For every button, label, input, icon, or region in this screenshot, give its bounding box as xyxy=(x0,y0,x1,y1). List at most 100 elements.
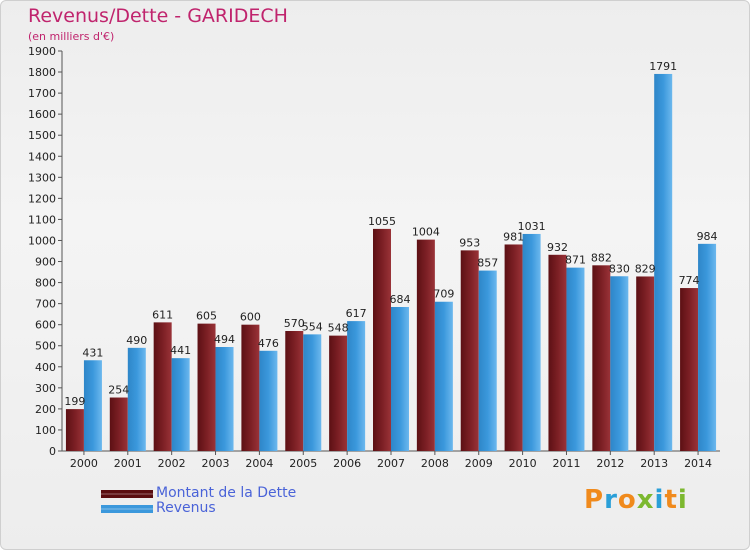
chart-title: Revenus/Dette - GARIDECH xyxy=(28,5,288,27)
y-tick-label: 1300 xyxy=(28,171,56,184)
data-label-debt: 199 xyxy=(64,395,85,408)
bar-debt xyxy=(329,335,348,451)
y-tick-label: 200 xyxy=(35,403,56,416)
y-tick-label: 300 xyxy=(35,382,56,395)
logo-letter: x xyxy=(636,485,655,515)
y-tick-label: 400 xyxy=(35,361,56,374)
x-tick-label: 2010 xyxy=(509,457,537,470)
data-label-revenue: 984 xyxy=(697,230,718,243)
data-label-revenue: 1031 xyxy=(518,220,546,233)
bar-debt xyxy=(373,228,391,451)
logo-letter: i xyxy=(677,485,688,515)
bar-revenue xyxy=(215,347,234,451)
logo-letter: P xyxy=(584,485,605,515)
legend-label-revenue: Revenus xyxy=(156,500,216,516)
y-tick-label: 1400 xyxy=(28,150,56,163)
y-tick-label: 500 xyxy=(35,340,56,353)
bar-debt xyxy=(460,250,479,451)
x-tick-label: 2005 xyxy=(289,457,317,470)
x-tick-label: 2001 xyxy=(114,457,142,470)
y-tick-label: 1900 xyxy=(28,45,56,58)
bar-debt xyxy=(504,244,523,451)
proxiti-logo: Proxiti xyxy=(584,485,688,515)
bar-revenue xyxy=(654,73,673,452)
data-label-revenue: 684 xyxy=(390,293,411,306)
data-label-revenue: 1791 xyxy=(649,60,677,73)
data-label-debt: 1004 xyxy=(412,226,440,239)
bar-debt xyxy=(636,276,655,451)
legend-swatch-debt xyxy=(101,490,153,498)
x-tick-label: 2012 xyxy=(596,457,624,470)
data-label-debt: 605 xyxy=(196,310,217,323)
data-label-debt: 829 xyxy=(635,262,656,275)
bar-debt xyxy=(416,239,435,451)
bar-debt xyxy=(548,254,567,451)
data-label-revenue: 617 xyxy=(346,307,367,320)
bar-debt xyxy=(680,288,699,451)
bar-revenue xyxy=(522,233,541,451)
chart-subtitle: (en milliers d'€) xyxy=(28,30,115,43)
data-label-revenue: 709 xyxy=(433,288,454,301)
x-tick-label: 2003 xyxy=(202,457,230,470)
bar-debt xyxy=(592,265,611,451)
data-label-debt: 953 xyxy=(459,236,480,249)
x-tick-label: 2009 xyxy=(465,457,493,470)
data-label-debt: 600 xyxy=(240,311,261,324)
data-label-debt: 570 xyxy=(284,317,305,330)
x-tick-label: 2000 xyxy=(70,457,98,470)
bar-revenue xyxy=(347,321,366,451)
data-label-debt: 981 xyxy=(503,230,524,243)
y-tick-label: 1200 xyxy=(28,192,56,205)
y-tick-label: 100 xyxy=(35,424,56,437)
data-label-debt: 774 xyxy=(679,274,700,287)
x-tick-label: 2007 xyxy=(377,457,405,470)
data-label-debt: 1055 xyxy=(368,215,396,228)
data-label-revenue: 830 xyxy=(609,262,630,275)
data-label-revenue: 476 xyxy=(258,337,279,350)
data-label-debt: 254 xyxy=(108,384,129,397)
bar-revenue xyxy=(478,270,497,451)
data-label-revenue: 494 xyxy=(214,333,235,346)
y-tick-label: 1000 xyxy=(28,234,56,247)
bar-revenue xyxy=(610,276,629,451)
bar-revenue xyxy=(391,307,409,451)
y-tick-label: 0 xyxy=(49,445,56,458)
logo-letter: o xyxy=(617,485,637,515)
data-label-debt: 611 xyxy=(152,308,173,321)
x-tick-label: 2002 xyxy=(158,457,186,470)
bar-revenue xyxy=(566,267,585,451)
bar-revenue xyxy=(259,350,278,451)
y-tick-label: 1800 xyxy=(28,66,56,79)
y-tick-label: 900 xyxy=(35,256,56,269)
logo-letter: r xyxy=(604,485,618,515)
bar-revenue xyxy=(127,347,146,451)
x-tick-label: 2006 xyxy=(333,457,361,470)
bar-debt xyxy=(197,323,216,451)
y-tick-label: 1500 xyxy=(28,129,56,142)
x-tick-label: 2011 xyxy=(552,457,580,470)
bar-revenue xyxy=(434,301,453,451)
data-label-debt: 548 xyxy=(328,322,349,335)
data-label-debt: 882 xyxy=(591,251,612,264)
data-label-revenue: 490 xyxy=(126,334,147,347)
y-tick-label: 800 xyxy=(35,277,56,290)
x-tick-label: 2008 xyxy=(421,457,449,470)
bar-debt xyxy=(65,409,84,451)
data-label-revenue: 554 xyxy=(302,320,323,333)
bar-revenue xyxy=(698,243,717,451)
bar-revenue xyxy=(303,334,322,451)
bar-debt xyxy=(109,397,128,451)
y-tick-label: 1700 xyxy=(28,87,56,100)
legend-label-debt: Montant de la Dette xyxy=(156,485,297,501)
data-label-revenue: 431 xyxy=(82,346,103,359)
bar-debt xyxy=(153,322,172,451)
bar-debt xyxy=(285,331,304,451)
logo-letter: i xyxy=(654,485,665,515)
y-tick-label: 1600 xyxy=(28,108,56,121)
y-tick-label: 700 xyxy=(35,298,56,311)
legend-swatch-revenue xyxy=(101,505,153,513)
x-tick-label: 2004 xyxy=(245,457,273,470)
data-label-revenue: 871 xyxy=(565,254,586,267)
